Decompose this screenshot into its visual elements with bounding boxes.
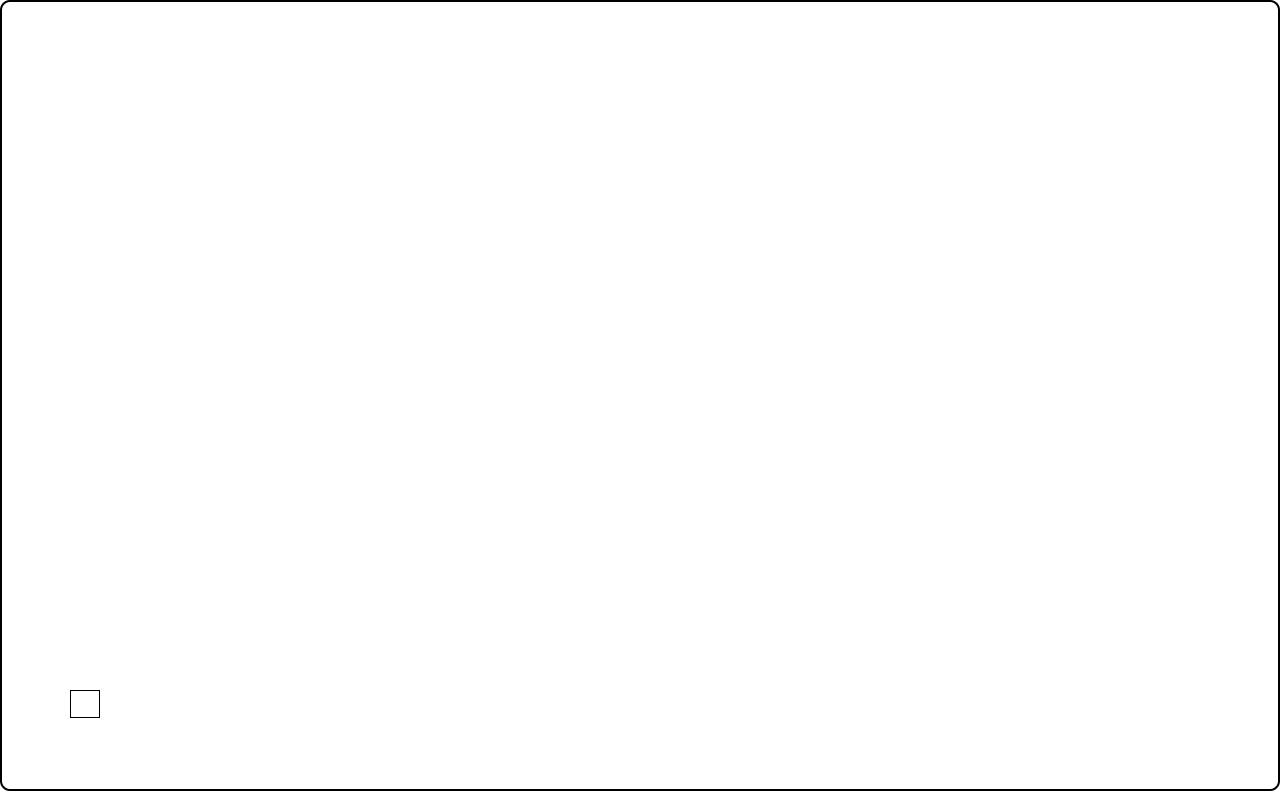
chart-area	[2, 2, 1278, 687]
legend	[70, 690, 100, 718]
footnotes	[80, 728, 1230, 739]
